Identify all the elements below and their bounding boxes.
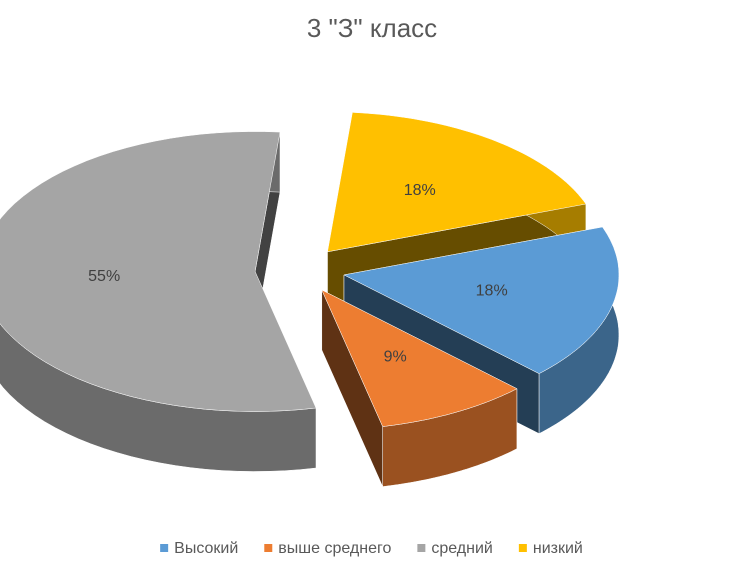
legend-label: Высокий <box>174 540 238 557</box>
data-label: 18% <box>476 283 508 300</box>
slice-top <box>343 226 620 374</box>
chart-title: 3 "З" класс <box>307 13 437 43</box>
slice-top <box>0 131 317 412</box>
legend-swatch <box>264 544 273 552</box>
legend-swatch <box>518 544 527 552</box>
legend-label: выше среднего <box>278 540 391 557</box>
legend-swatch <box>160 544 169 552</box>
data-label: 55% <box>88 268 120 285</box>
slice-top <box>321 289 518 427</box>
slice: 55% <box>0 131 317 472</box>
legend-swatch <box>417 544 426 552</box>
legend-label: средний <box>431 540 493 557</box>
slice-top <box>327 112 587 253</box>
legend-label: низкий <box>533 540 583 557</box>
slice: 9% <box>321 289 518 487</box>
data-label: 18% <box>404 182 436 199</box>
data-label: 9% <box>384 349 407 366</box>
